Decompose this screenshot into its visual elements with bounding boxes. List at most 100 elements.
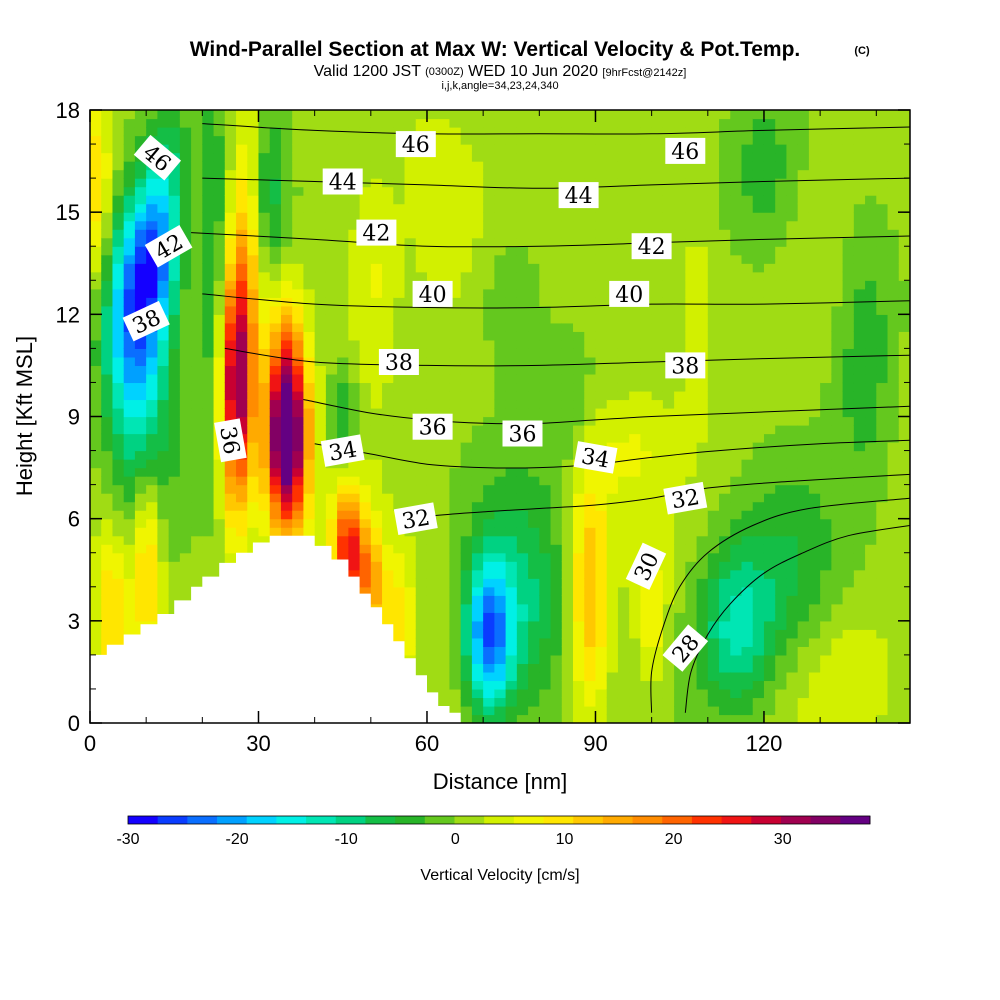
field-cell [584,654,597,664]
field-cell [438,476,451,486]
field-cell [179,373,192,384]
field-cell [280,229,293,239]
field-cell [415,314,428,324]
field-cell [258,442,271,452]
field-cell [741,144,754,154]
field-cell [101,348,114,358]
field-cell [584,578,597,588]
field-cell [471,212,484,222]
field-cell [123,305,136,315]
field-cell [752,637,765,647]
field-cell [629,527,642,537]
field-cell [629,705,642,716]
field-cell [629,493,642,503]
field-cell [707,510,720,520]
field-cell [247,297,260,307]
field-cell [325,237,338,247]
field-cell [258,237,271,247]
field-cell [617,646,630,656]
field-cell [90,442,102,452]
field-cell [314,382,327,392]
field-cell [820,586,832,596]
field-cell [808,442,821,452]
field-cell [112,220,125,230]
field-cell [763,680,776,690]
field-cell [370,493,383,503]
field-cell [730,135,743,145]
field-cell [494,654,507,664]
field-cell [820,322,832,332]
field-cell [865,595,877,605]
field-cell [494,331,507,341]
field-cell [449,663,462,673]
field-cell [426,365,439,375]
field-cell [865,561,877,571]
field-cell [550,110,563,120]
field-cell [404,212,417,222]
field-cell [370,476,383,486]
field-cell [584,356,597,367]
field-cell [382,373,394,384]
field-cell [696,322,709,332]
field-cell [404,629,417,639]
field-cell [550,161,563,171]
field-cell [370,544,383,554]
field-cell [528,339,540,349]
field-cell [438,152,451,162]
field-cell [775,637,788,647]
field-cell [775,220,788,230]
field-cell [685,697,698,707]
field-cell [741,425,754,435]
field-cell [573,271,585,281]
field-cell [258,527,271,537]
field-cell [179,510,192,520]
field-cell [561,578,574,588]
field-cell [157,280,170,290]
field-cell [539,654,552,664]
field-cell [123,493,136,503]
field-cell [292,195,305,205]
field-cell [191,297,203,307]
field-cell [853,680,866,690]
field-cell [112,416,125,426]
field-cell [797,688,810,699]
field-cell [236,144,248,154]
field-cell [561,544,574,554]
field-cell [674,705,686,716]
field-cell [471,127,484,137]
field-cell [236,212,248,222]
field-cell [606,390,619,401]
field-cell [539,518,552,528]
field-cell [157,476,170,486]
field-cell [258,331,271,341]
field-cell [258,407,271,418]
field-cell [179,314,192,324]
field-cell [696,110,709,120]
field-cell [651,203,664,213]
field-cell [123,382,136,392]
field-cell [146,552,158,562]
field-cell [573,390,585,401]
field-cell [494,561,507,571]
field-cell [662,390,675,401]
field-cell [123,510,136,520]
field-cell [730,697,743,707]
field-cell [629,671,642,682]
field-cell [314,314,327,324]
field-cell [775,552,788,562]
field-cell [775,646,788,656]
field-cell [370,288,383,298]
field-cell [247,152,260,162]
field-cell [348,254,361,264]
field-cell [258,339,271,349]
field-cell [471,399,484,409]
field-cell [134,544,147,554]
field-cell [651,654,664,664]
field-cell [516,603,529,613]
field-cell [528,569,540,579]
field-cell [685,467,698,477]
field-cell [426,493,439,503]
field-cell [213,195,226,205]
field-cell [775,399,788,409]
field-cell [483,203,495,213]
